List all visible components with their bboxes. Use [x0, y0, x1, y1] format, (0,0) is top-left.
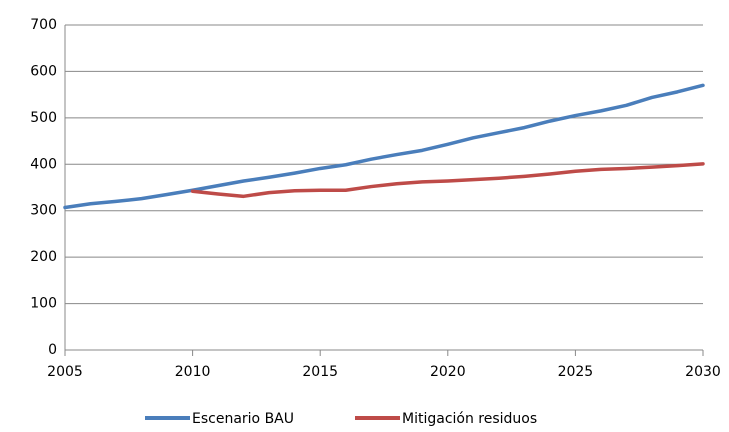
x-tick-label: 2030 [685, 364, 721, 380]
series-line [63, 83, 705, 210]
x-tick-label: 2025 [558, 364, 594, 380]
x-tick-label: 2020 [430, 364, 466, 380]
y-tick-label: 700 [30, 17, 57, 33]
y-tick-label: 300 [30, 203, 57, 219]
y-tick-label: 600 [30, 63, 57, 79]
y-tick-label: 100 [30, 296, 57, 312]
series-line [190, 162, 705, 199]
legend-label: Mitigación residuos [402, 411, 537, 427]
x-tick-label: 2010 [175, 364, 211, 380]
y-tick-label: 400 [30, 156, 57, 172]
y-tick-label: 500 [30, 110, 57, 126]
y-tick-label: 200 [30, 249, 57, 265]
y-tick-label: 0 [48, 342, 57, 358]
x-tick-label: 2005 [47, 364, 83, 380]
x-tick-label: 2015 [302, 364, 338, 380]
legend-label: Escenario BAU [192, 411, 294, 427]
